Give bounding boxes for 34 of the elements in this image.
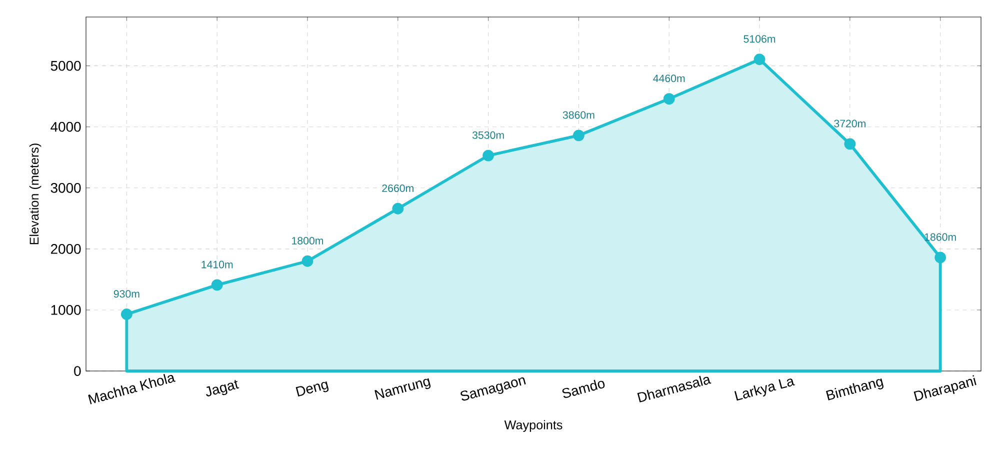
x-tick-label: Jagat xyxy=(206,380,240,396)
data-label: 3530m xyxy=(472,131,504,139)
x-tick-label: Samdo xyxy=(562,380,605,398)
point xyxy=(754,54,766,66)
data-label: 3860m xyxy=(562,111,594,119)
data-label: 2660m xyxy=(382,184,414,192)
point xyxy=(302,255,314,267)
x-axis-title: Waypoints xyxy=(504,420,562,432)
data-label: 3720m xyxy=(834,120,866,128)
data-label: 1800m xyxy=(292,236,324,244)
point xyxy=(211,279,223,291)
point xyxy=(663,93,675,104)
y-tick-label: 5000 xyxy=(50,60,81,71)
y-axis-title: Elevation (meters) xyxy=(29,144,42,244)
y-tick-label: 4000 xyxy=(50,122,81,132)
data-label: 4460m xyxy=(653,74,685,82)
y-tick-label: 0 xyxy=(74,366,81,376)
x-tick-label: Namrung xyxy=(374,378,431,400)
x-tick-label: Deng xyxy=(296,381,329,397)
point xyxy=(844,138,856,150)
x-tick-label: Larkya La xyxy=(734,378,795,401)
data-label: 1410m xyxy=(202,260,233,268)
y-tick-label: 1000 xyxy=(51,305,81,315)
data-label: 930m xyxy=(114,290,140,298)
point xyxy=(482,150,494,162)
point xyxy=(120,308,132,320)
y-tick-label: 3000 xyxy=(50,182,81,193)
point xyxy=(934,252,946,264)
point xyxy=(392,202,404,214)
y-tick-label: 2000 xyxy=(50,244,81,254)
x-tick-label: Bimthang xyxy=(826,378,884,400)
x-tick-label: Machha Khola xyxy=(88,374,176,404)
point xyxy=(573,130,584,142)
data-label: 5106m xyxy=(744,35,776,43)
